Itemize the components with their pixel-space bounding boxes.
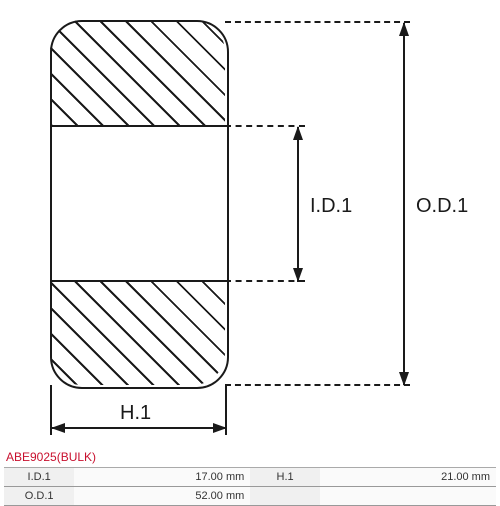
label-h1: H.1 — [120, 402, 151, 425]
dimension-line-id1 — [297, 127, 299, 282]
spec-val: 21.00 mm — [320, 468, 496, 487]
spec-key: O.D.1 — [4, 487, 74, 506]
label-od1: O.D.1 — [416, 195, 468, 218]
arrow-up-icon — [399, 22, 409, 36]
spec-table: I.D.1 17.00 mm H.1 21.00 mm O.D.1 52.00 … — [4, 467, 496, 506]
spec-key-empty — [250, 487, 320, 506]
spec-val: 52.00 mm — [74, 487, 250, 506]
dimension-line-od1 — [403, 23, 405, 385]
spec-val: 17.00 mm — [74, 468, 250, 487]
spec-val-empty — [320, 487, 496, 506]
table-row: I.D.1 17.00 mm H.1 21.00 mm — [4, 468, 496, 487]
arrow-left-icon — [51, 423, 65, 433]
outer-rectangle — [50, 20, 229, 389]
dimension-line-h1 — [52, 427, 227, 429]
table-row: O.D.1 52.00 mm — [4, 487, 496, 506]
bearing-cross-section-diagram: I.D.1 O.D.1 H.1 — [0, 0, 500, 455]
spec-key: H.1 — [250, 468, 320, 487]
footer: ABE9025(BULK) I.D.1 17.00 mm H.1 21.00 m… — [4, 450, 496, 506]
extension-line-od-top — [225, 21, 410, 23]
inner-bottom-edge — [50, 280, 225, 282]
arrow-down-icon — [399, 372, 409, 386]
spec-key: I.D.1 — [4, 468, 74, 487]
arrow-right-icon — [213, 423, 227, 433]
label-id1: I.D.1 — [310, 195, 352, 218]
inner-top-edge — [50, 125, 225, 127]
part-number: ABE9025(BULK) — [4, 450, 496, 464]
extension-line-od-bottom — [225, 384, 410, 386]
arrow-up-icon — [293, 126, 303, 140]
arrow-down-icon — [293, 268, 303, 282]
